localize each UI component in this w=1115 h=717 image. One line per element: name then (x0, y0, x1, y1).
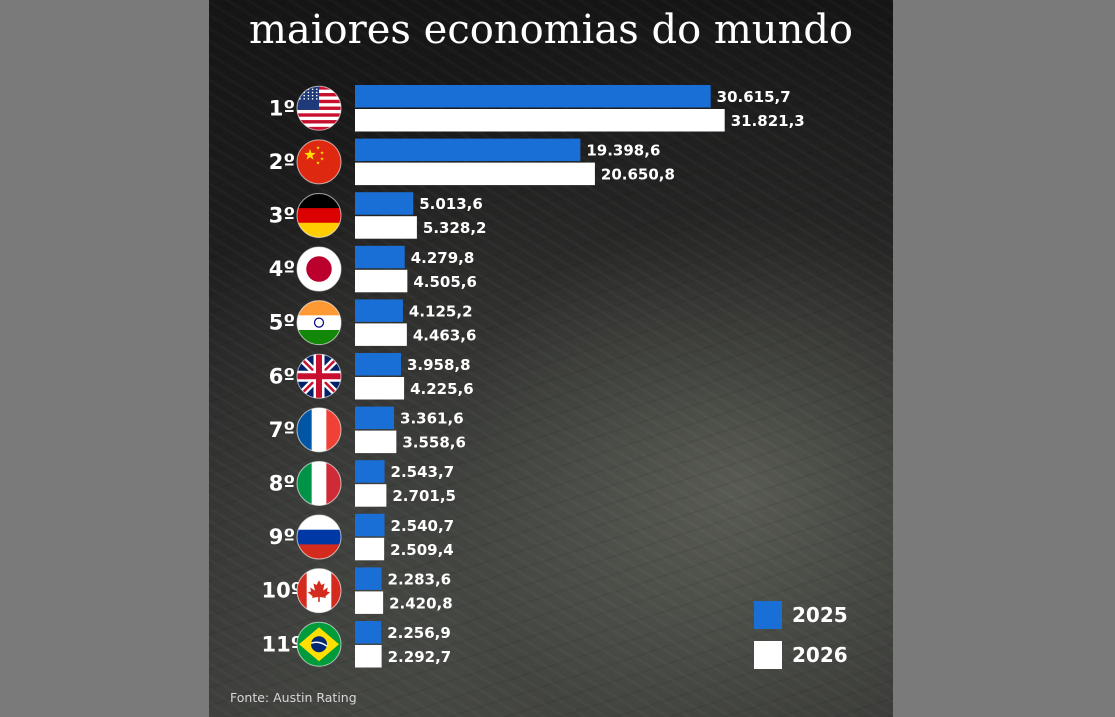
value-label-2026: 2.701,5 (392, 487, 456, 505)
uk-flag-icon (296, 353, 342, 399)
rank-label: 2º (269, 150, 295, 174)
bar-2025 (355, 299, 403, 322)
value-label-2025: 3.958,8 (407, 356, 471, 374)
rank-label: 5º (269, 311, 295, 335)
legend-swatch-2025 (754, 601, 782, 629)
value-label-2026: 3.558,6 (402, 434, 466, 452)
bar-2025 (355, 621, 382, 644)
bar-2026 (355, 323, 407, 346)
value-label-2026: 31.821,3 (731, 112, 805, 130)
value-label-2025: 2.283,6 (388, 570, 452, 588)
bar-2026 (355, 537, 385, 561)
rank-label: 3º (269, 203, 295, 227)
rank-label: 4º (269, 257, 295, 281)
value-label-2026: 2.509,4 (390, 541, 454, 559)
france-flag-icon (296, 407, 342, 453)
usa-flag-icon (296, 85, 342, 131)
value-label-2026: 4.225,6 (410, 380, 474, 398)
bar-2025 (355, 406, 395, 430)
bar-2026 (355, 162, 595, 186)
bar-2025 (355, 85, 711, 108)
chart-legend: 2025 2026 (754, 601, 848, 669)
canada-flag-icon (296, 568, 342, 614)
value-label-2025: 3.361,6 (400, 410, 464, 428)
value-label-2025: 30.615,7 (717, 88, 791, 106)
rank-label: 6º (269, 364, 295, 388)
chart-row: 5º 4.125,2 4.463,6 (269, 299, 477, 346)
chart-title: maiores economias do mundo (249, 7, 853, 53)
bar-2025 (355, 567, 382, 590)
value-label-2025: 5.013,6 (419, 195, 483, 213)
china-flag-icon (296, 139, 342, 185)
rank-label: 7º (269, 418, 295, 442)
infographic-panel: maiores economias do mundo 1º 30.615,7 31.… (209, 0, 893, 717)
rank-label: 8º (269, 471, 295, 495)
germany-flag-icon (296, 192, 342, 238)
bar-2026 (355, 377, 405, 400)
rank-label: 1º (269, 96, 295, 120)
bar-2026 (355, 269, 408, 293)
value-label-2026: 20.650,8 (601, 166, 675, 184)
chart-row: 6º 3.958,8 4.225,6 (269, 353, 474, 400)
value-label-2026: 2.292,7 (388, 648, 452, 666)
bar-2026 (355, 216, 417, 239)
bar-chart: maiores economias do mundo 1º 30.615,7 31.… (230, 7, 853, 705)
value-label-2025: 2.540,7 (391, 517, 455, 535)
chart-rows: 1º 30.615,7 31.821,3 2º 19.398,6 20.650,8 3º 5.… (261, 85, 805, 668)
japan-flag-icon (296, 246, 342, 292)
chart-row: 8º 2.543,7 2.701,5 (269, 460, 456, 507)
chart-row: 9º 2.540,7 2.509,4 (269, 513, 455, 561)
value-label-2025: 4.279,8 (411, 249, 475, 267)
chart-row: 7º 3.361,6 3.558,6 (269, 406, 466, 454)
chart-row: 3º 5.013,6 5.328,2 (269, 192, 487, 239)
bar-2025 (355, 460, 385, 483)
bar-2025 (355, 513, 385, 537)
value-label-2026: 4.463,6 (413, 326, 477, 344)
bar-2025 (355, 353, 401, 376)
bar-2026 (355, 109, 725, 132)
bar-2025 (355, 138, 581, 162)
bar-2026 (355, 484, 387, 507)
value-label-2026: 5.328,2 (423, 219, 487, 237)
rank-label: 9º (269, 525, 295, 549)
chart-row: 2º 19.398,6 20.650,8 (269, 138, 675, 186)
chart-source: Fonte: Austin Rating (230, 690, 357, 705)
value-label-2025: 2.256,9 (387, 624, 451, 642)
value-label-2025: 4.125,2 (409, 302, 473, 320)
value-label-2025: 19.398,6 (586, 142, 660, 160)
chart-row: 1º 30.615,7 31.821,3 (269, 85, 805, 132)
chart-row: 10º 2.283,6 2.420,8 (261, 567, 453, 614)
rank-label: 11º (261, 632, 302, 656)
bar-2025 (355, 245, 405, 269)
legend-label-2026: 2026 (792, 643, 848, 667)
bar-2026 (355, 591, 384, 614)
bar-2026 (355, 645, 382, 668)
bar-2026 (355, 430, 397, 454)
value-label-2025: 2.543,7 (391, 463, 455, 481)
bar-2025 (355, 192, 414, 215)
legend-swatch-2026 (754, 641, 782, 669)
russia-flag-icon (296, 514, 342, 560)
india-flag-icon (296, 300, 342, 346)
chart-row: 4º 4.279,8 4.505,6 (269, 245, 477, 293)
legend-label-2025: 2025 (792, 603, 848, 627)
brazil-flag-icon (296, 621, 342, 667)
italy-flag-icon (296, 460, 342, 506)
value-label-2026: 4.505,6 (413, 273, 477, 291)
value-label-2026: 2.420,8 (389, 594, 453, 612)
chart-row: 11º 2.256,9 2.292,7 (261, 621, 451, 668)
rank-label: 10º (261, 579, 302, 603)
